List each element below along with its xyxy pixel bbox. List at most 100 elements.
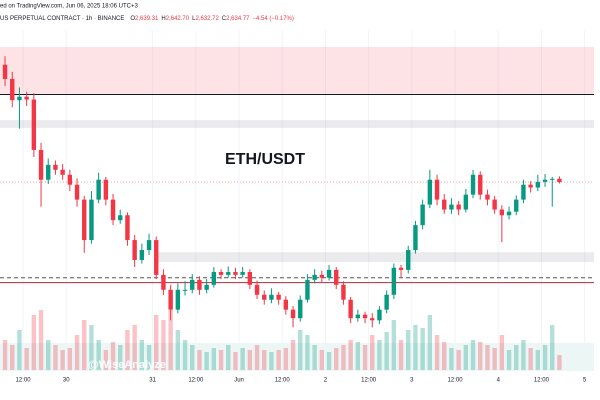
volume-bar [312,345,317,370]
candle-body [190,279,195,290]
candle-body [442,199,447,210]
candle-body [326,269,332,278]
candle-body [118,215,123,221]
volume-bar [485,345,490,370]
x-tick-label: 31 [149,378,156,384]
volume-bar [420,328,425,370]
candle-body [276,294,281,300]
volume-bar [557,355,562,370]
candle-body [74,184,80,200]
x-tick-label: 12:00 [534,378,550,384]
volume-bar [82,320,87,370]
symbol-line: US PERPETUAL CONTRACT · 1h · BINANCE O 2,6… [0,16,294,22]
volume-bar [290,340,296,370]
candle-body [290,309,296,319]
volume-bar [492,348,497,370]
volume-bar [262,350,267,370]
candle-body [161,274,166,290]
candle-body [427,179,433,205]
volume-bar [442,342,447,370]
volume-bar [319,350,325,370]
candle-body [226,272,231,275]
x-tick-label: 30 [63,378,70,384]
candle-body [499,209,505,216]
candle-body [406,250,411,270]
candle-body [398,267,404,270]
candle-body [298,299,303,319]
plot-area [0,30,595,370]
volume-bar [60,350,65,370]
candle-body [240,272,245,275]
volume-bar [254,345,260,370]
x-tick-label: 12:00 [361,378,377,384]
candle-body [96,179,101,200]
candle-body [521,184,526,200]
volume-bar [456,350,461,370]
volume-bar [154,315,159,370]
candle-body [384,294,389,310]
x-tick-label: 4 [497,378,501,384]
candle-body [211,272,217,285]
volume-bar [17,330,22,370]
volume-bar [470,340,476,370]
candle-body [542,179,548,182]
volume-bar [146,345,152,370]
ohlc-value: 2,642.70 [166,16,190,22]
volume-bar [305,335,310,370]
volume-bar [449,348,454,370]
volume-bar [53,345,58,370]
candle-body [370,318,375,321]
ohlc-key: O [130,16,135,22]
candle-body [125,215,130,241]
zone [154,252,595,263]
volume-bar [182,340,188,370]
x-tick-label: 12:00 [448,378,464,384]
candle-body [175,289,181,310]
volume-bar [67,348,73,370]
volume-bar [377,340,382,370]
volume-bar [334,348,339,370]
volume-bar [384,332,389,370]
volume-bar [46,340,51,370]
volume-bar [326,352,332,370]
volume-bar [269,352,274,370]
ohlc-value: 2,632.72 [195,16,219,22]
x-tick-label: 12:00 [16,378,32,384]
candle-body [132,240,137,260]
candle-body [24,96,29,100]
source-line: ed on TradingView.com, Jun 06, 2025 18:0… [0,4,138,10]
volume-bar [175,330,181,370]
ohlc-key: H [161,16,165,22]
symbol: US PERPETUAL CONTRACT · 1h · BINANCE [0,16,124,22]
volume-bar [499,335,505,370]
volume-bar [103,350,109,370]
volume-bar [24,348,29,370]
candle-body [312,274,317,280]
candle-body [103,179,109,200]
candle-body [557,178,562,183]
volume-bar [233,352,238,370]
volume-bar [247,350,253,370]
volume-bar [168,310,173,370]
candle-body [247,272,253,285]
volume-bar [96,340,101,370]
volume-bar [190,345,195,370]
ohlc-key: L [192,16,196,22]
watermark-band [0,343,594,371]
volume-bar [298,330,303,370]
volume-bar [521,340,526,370]
volume-bar [550,325,555,370]
zone [0,120,594,128]
candle-body [478,174,483,195]
volume-bar [132,325,137,370]
volume-bar [355,342,361,370]
candle-body [413,225,418,251]
volume-bar [542,345,548,370]
volume-bar [427,315,433,370]
watermark: @WiseAnalyze [88,359,166,371]
volume-bar [370,335,375,370]
candle-body [254,284,260,295]
volume-bar [74,335,80,370]
candle-body [139,250,145,260]
candle-body [535,181,541,188]
